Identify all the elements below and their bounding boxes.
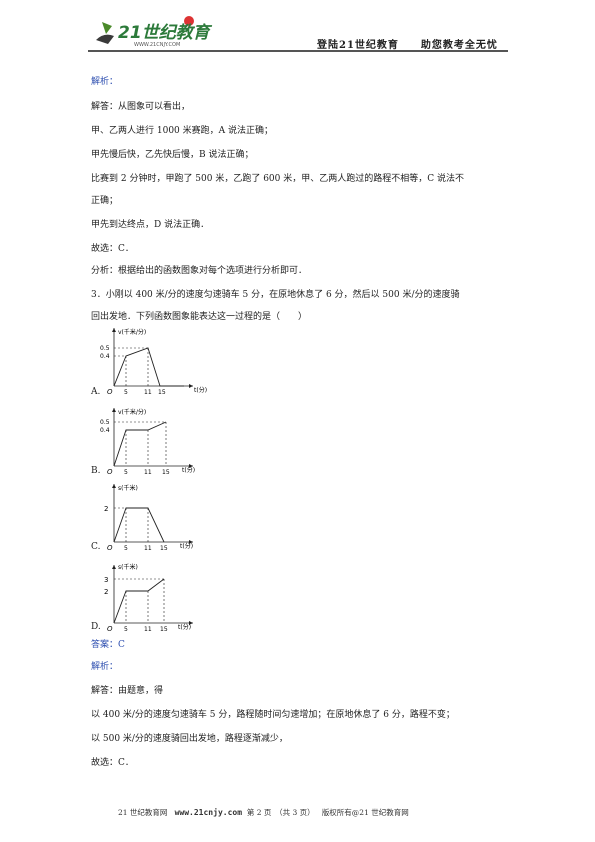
x-tick: 11 [144, 626, 152, 633]
text-line: 甲先到达终点，D 说法正确． [91, 220, 210, 230]
text-line: 解答：由题意，得 [91, 686, 164, 696]
y-tick: 2 [104, 505, 108, 513]
slogan-1: 登陆21世纪教育 [317, 40, 399, 51]
y-axis-label: v(千米/分) [118, 408, 146, 416]
logo-url: WWW.21CNJY.COM [134, 42, 180, 48]
text-line: 甲先慢后快，乙先快后慢，B 说法正确； [91, 150, 254, 160]
origin-label: O [107, 625, 113, 633]
y-axis-label: s(千米) [118, 563, 138, 571]
header-divider [88, 50, 508, 52]
x-tick: 5 [124, 545, 128, 552]
question-text: 3．小刚以 400 米/分的速度匀速骑车 5 分，在原地休息了 6 分，然后以 … [91, 290, 460, 300]
y-tick: 0.4 [100, 427, 110, 434]
text-line: 甲、乙两人进行 1000 米赛跑，A 说法正确； [91, 126, 273, 136]
logo-text: 21世纪教育 [118, 23, 213, 43]
x-tick: 15 [160, 545, 168, 552]
footer-site: 21 世纪教育网 [118, 808, 168, 817]
choice-line: 故选：C． [91, 758, 134, 768]
text-line: 正确； [91, 196, 119, 206]
footer-url[interactable]: www.21cnjy.com [174, 808, 243, 817]
y-tick: 0.5 [100, 419, 110, 426]
option-c-label: C. [91, 542, 101, 552]
origin-label: O [107, 544, 113, 552]
analysis-label: 解析： [91, 77, 119, 87]
text-line: 比赛到 2 分钟时，甲跑了 500 米，乙跑了 600 米，甲、乙两人跑过的路程… [91, 174, 464, 184]
origin-label: O [107, 388, 113, 396]
x-tick: 5 [124, 469, 128, 476]
x-tick: 15 [160, 626, 168, 633]
y-tick: 0.4 [100, 353, 110, 360]
x-axis-label: t(分) [180, 542, 193, 550]
x-tick: 11 [144, 545, 152, 552]
option-a-label: A. [91, 387, 101, 397]
x-tick: 15 [158, 389, 166, 396]
slogan-2: 助您教考全无忧 [420, 40, 498, 51]
y-tick: 2 [104, 588, 108, 596]
text-line: 解答：从图象可以看出， [91, 102, 191, 112]
x-tick: 11 [144, 469, 152, 476]
answer-line: 答案：C [91, 640, 125, 650]
option-d-graph: s(千米) 3 2 5 11 15 t(分) O [98, 561, 208, 640]
footer-page: 第 2 页 （共 3 页） [246, 808, 315, 817]
text-line: 以 500 米/分的速度骑回出发地，路程逐渐减少， [91, 734, 288, 744]
text-line: 以 400 米/分的速度匀速骑车 5 分，路程随时间匀速增加；在原地休息了 6 … [91, 710, 455, 720]
option-b-label: B. [91, 466, 101, 476]
option-d-label: D. [91, 622, 101, 632]
logo: 21世纪教育 WWW.21CNJY.COM [94, 12, 214, 52]
x-tick: 5 [124, 626, 128, 633]
option-c-graph: s(千米) 2 5 11 15 t(分) O [98, 480, 208, 559]
header-slogan: 登陆21世纪教育 助您教考全无忧 [317, 36, 520, 51]
origin-label: O [107, 468, 113, 476]
option-b-graph: v(千米/分) 0.5 0.4 5 11 15 t(分) O [98, 404, 208, 483]
y-axis-label: s(千米) [118, 484, 138, 492]
analysis-label: 解析： [91, 662, 119, 672]
y-tick: 3 [104, 576, 108, 584]
footer: 21 世纪教育网 www.21cnjy.com 第 2 页 （共 3 页） 版权… [118, 807, 409, 818]
x-tick: 11 [144, 389, 152, 396]
x-axis-label: t(分) [182, 466, 195, 474]
y-axis-label: v(千米/分) [118, 328, 146, 336]
footer-copyright: 版权所有@21 世纪教育网 [321, 808, 409, 817]
summary-line: 分析：根据给出的函数图象对每个选项进行分析即可． [91, 266, 308, 276]
x-axis-label: t(分) [194, 386, 207, 394]
x-axis-label: t(分) [178, 623, 191, 631]
option-a-graph: v(千米/分) 0.5 0.4 5 11 15 t(分) O [98, 324, 208, 403]
choice-line: 故选：C． [91, 244, 134, 254]
x-tick: 5 [124, 389, 128, 396]
y-tick: 0.5 [100, 345, 110, 352]
x-tick: 15 [162, 469, 170, 476]
question-text: 回出发地．下列函数图象能表达这一过程的是（ ） [91, 312, 308, 322]
